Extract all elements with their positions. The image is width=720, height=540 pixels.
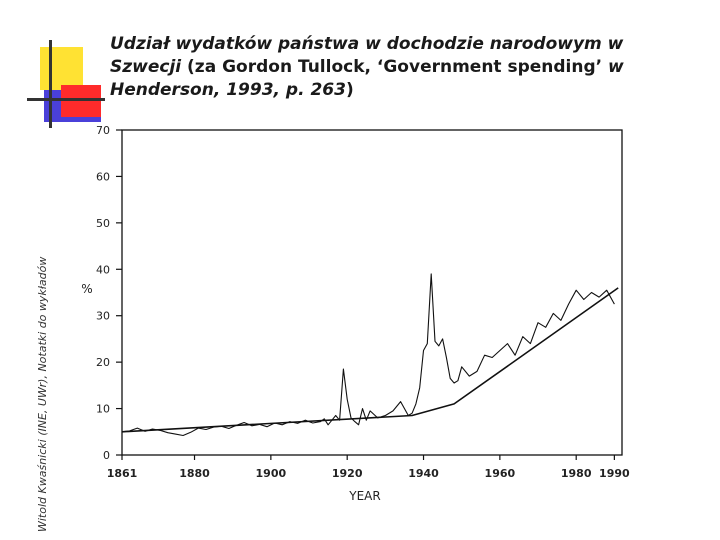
title-part5: ) (345, 80, 354, 100)
x-axis-label: YEAR (348, 489, 380, 503)
y-tick-label: 60 (96, 170, 110, 183)
x-tick-label: 1940 (408, 467, 439, 480)
decor-horizontal-line (27, 98, 105, 101)
chart-series (121, 273, 619, 437)
plot-frame (121, 129, 623, 456)
decor-vertical-line (49, 40, 52, 128)
decor-red-square (61, 85, 101, 117)
y-tick-label: 0 (103, 449, 110, 462)
title-part1: Udział wydatków państwa w dochodzie naro… (110, 34, 624, 54)
decor-yellow-square (40, 47, 83, 90)
chart-axes (121, 129, 623, 456)
title-part4: w Henderson, 1993, p. 263 (110, 57, 624, 100)
series-observed-line (121, 273, 615, 437)
y-tick-label: 10 (96, 403, 110, 416)
slide-title: Udział wydatków państwa w dochodzie naro… (110, 33, 690, 102)
series-trend-line (121, 287, 619, 433)
chart-ticks: 0 10 20 30 40 50 60 70 1861 1880 1900 1920 1940 1960 1… (96, 124, 630, 480)
y-axis-label: % (81, 282, 92, 296)
x-tick-label: 1880 (179, 467, 210, 480)
y-tick-label: 30 (96, 310, 110, 323)
y-tick-label: 50 (96, 217, 110, 230)
x-tick-label: 1960 (485, 467, 516, 480)
y-tick-label: 40 (96, 263, 110, 276)
x-tick-label: 1900 (256, 467, 287, 480)
x-tick-label: 1990 (599, 467, 630, 480)
y-tick-label: 20 (96, 356, 110, 369)
x-tick-label: 1861 (107, 467, 138, 480)
y-tick-label: 70 (96, 124, 110, 137)
x-tick-label: 1980 (561, 467, 592, 480)
x-tick-label: 1920 (332, 467, 363, 480)
title-part2: Szwecji (110, 57, 182, 77)
title-part3: (za Gordon Tullock, ‘Government spending… (181, 57, 609, 77)
